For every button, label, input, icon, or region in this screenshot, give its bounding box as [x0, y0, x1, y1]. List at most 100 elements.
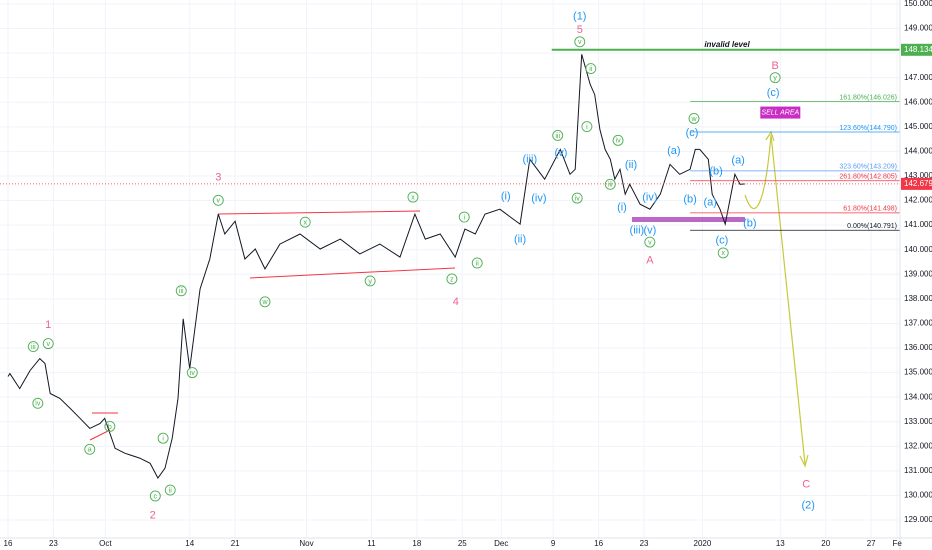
- wave-label: z: [450, 276, 454, 283]
- wave-label: iv: [190, 370, 196, 377]
- y-tick-label: 134.000: [904, 392, 932, 401]
- y-tick-label: 141.000: [904, 220, 932, 229]
- price-line: [7, 54, 746, 479]
- wave-circle: [407, 191, 419, 203]
- wave-label: b: [108, 424, 112, 431]
- x-tick-label: 25: [458, 539, 467, 548]
- projection-line: [770, 134, 806, 465]
- wave-label: 3: [215, 172, 221, 184]
- wave-circle: [585, 63, 597, 75]
- y-tick-label: 130.000: [904, 491, 932, 500]
- wave-label: (b): [743, 218, 756, 230]
- wave-circle: [612, 134, 624, 146]
- wave-label: w: [690, 116, 697, 123]
- wave-label: i: [463, 214, 465, 221]
- y-tick-label: 149.000: [904, 24, 932, 33]
- y-tick-label: 136.000: [904, 343, 932, 352]
- wave-label: 4: [453, 296, 459, 308]
- grid: [0, 0, 900, 538]
- y-tick-label: 131.000: [904, 466, 932, 475]
- wave-label: w: [261, 299, 268, 306]
- wave-label: (1): [573, 10, 586, 22]
- y-tick-label: 143.000: [904, 171, 932, 180]
- wave-label: (v): [555, 147, 568, 159]
- price-tag-label: 142.679: [904, 179, 932, 188]
- wave-label: (i): [617, 202, 627, 214]
- wave-label: x: [721, 250, 725, 257]
- wave-circle: [717, 247, 729, 259]
- x-tick-label: 2020: [694, 539, 712, 548]
- x-tick-label: 20: [821, 539, 830, 548]
- wave-label: (ii): [625, 159, 637, 171]
- drawings: [89, 130, 809, 468]
- wave-circle: [604, 178, 616, 190]
- x-tick-label: 11: [367, 539, 376, 548]
- wave-label: 2: [150, 509, 156, 521]
- wave-circle: [446, 273, 458, 285]
- y-tick-label: 140.000: [904, 245, 932, 254]
- y-tick-label: 144.000: [904, 147, 932, 156]
- wave-label: (a): [731, 155, 744, 167]
- plot: invalid level 161.80%(146.026) 123.60%(144…: [0, 10, 900, 521]
- wave-label: y: [773, 75, 777, 82]
- fib-label: 123.60%(144.790): [839, 125, 897, 132]
- wave-label: iii: [555, 133, 560, 140]
- wave-circle: [471, 257, 483, 269]
- wave-circle: [259, 296, 271, 308]
- wave-label: ii: [169, 487, 173, 494]
- wave-label: (c): [767, 87, 780, 99]
- wave-label: i: [586, 124, 588, 131]
- fib-label: 323.60%(143.209): [839, 164, 897, 171]
- x-tick-label: 14: [185, 539, 194, 548]
- wave-circle: [581, 121, 593, 133]
- wave-circle: [552, 129, 564, 141]
- price-tag: [901, 43, 932, 56]
- wave-label: x: [303, 220, 307, 227]
- wave-circle: [364, 275, 376, 287]
- wave-label: iii: [608, 182, 613, 189]
- x-tick-label: Fe: [892, 539, 902, 548]
- x-tick-label: Dec: [494, 539, 508, 548]
- x-tick-label: 9: [551, 539, 556, 548]
- y-tick-label: 132.000: [904, 441, 932, 450]
- y-tick-label: 142.000: [904, 196, 932, 205]
- wave-circle: [84, 443, 96, 455]
- wave-circle: [32, 397, 44, 409]
- invalid-level-label: invalid level: [704, 40, 750, 49]
- wave-circle: [458, 211, 470, 223]
- wave-label: iii: [31, 344, 36, 351]
- wave-label: c: [154, 493, 158, 500]
- y-tick-label: 129.000: [904, 515, 932, 524]
- wave-label: (c): [686, 127, 699, 139]
- fib-label: 0.00%(140.791): [847, 223, 897, 230]
- wave-label: (a): [703, 197, 716, 209]
- wave-label: iv: [575, 195, 581, 202]
- wave-label: (iii): [522, 154, 537, 166]
- wave-label: v: [217, 198, 221, 205]
- x-tick-label: 16: [4, 539, 13, 548]
- sell-area-label: SELL AREA: [761, 109, 799, 116]
- wave-label: 1: [45, 319, 51, 331]
- wave-label: v: [46, 341, 50, 348]
- wave-label: (c): [715, 235, 728, 247]
- wave-label: ii: [476, 260, 480, 267]
- x-tick-label: 13: [776, 539, 785, 548]
- y-tick-label: 145.000: [904, 122, 932, 131]
- wave-label: a: [88, 447, 92, 454]
- wave-circle: [769, 72, 781, 84]
- wave-circle: [104, 420, 116, 432]
- wave-circle: [149, 490, 161, 502]
- y-tick-label: 139.000: [904, 269, 932, 278]
- wave-label: iii: [179, 288, 184, 295]
- wave-circle: [186, 367, 198, 379]
- wave-label: (iv): [531, 193, 546, 205]
- wave-label: x: [411, 194, 415, 201]
- wave-label: (i): [501, 191, 511, 203]
- fib-label: 161.80%(146.026): [839, 94, 897, 101]
- wave-circle: [212, 194, 224, 206]
- wave-circle: [164, 484, 176, 496]
- x-tick-label: 21: [231, 539, 240, 548]
- trend-line: [217, 210, 421, 215]
- trend-line: [89, 429, 111, 441]
- wave-label: (b): [709, 166, 722, 178]
